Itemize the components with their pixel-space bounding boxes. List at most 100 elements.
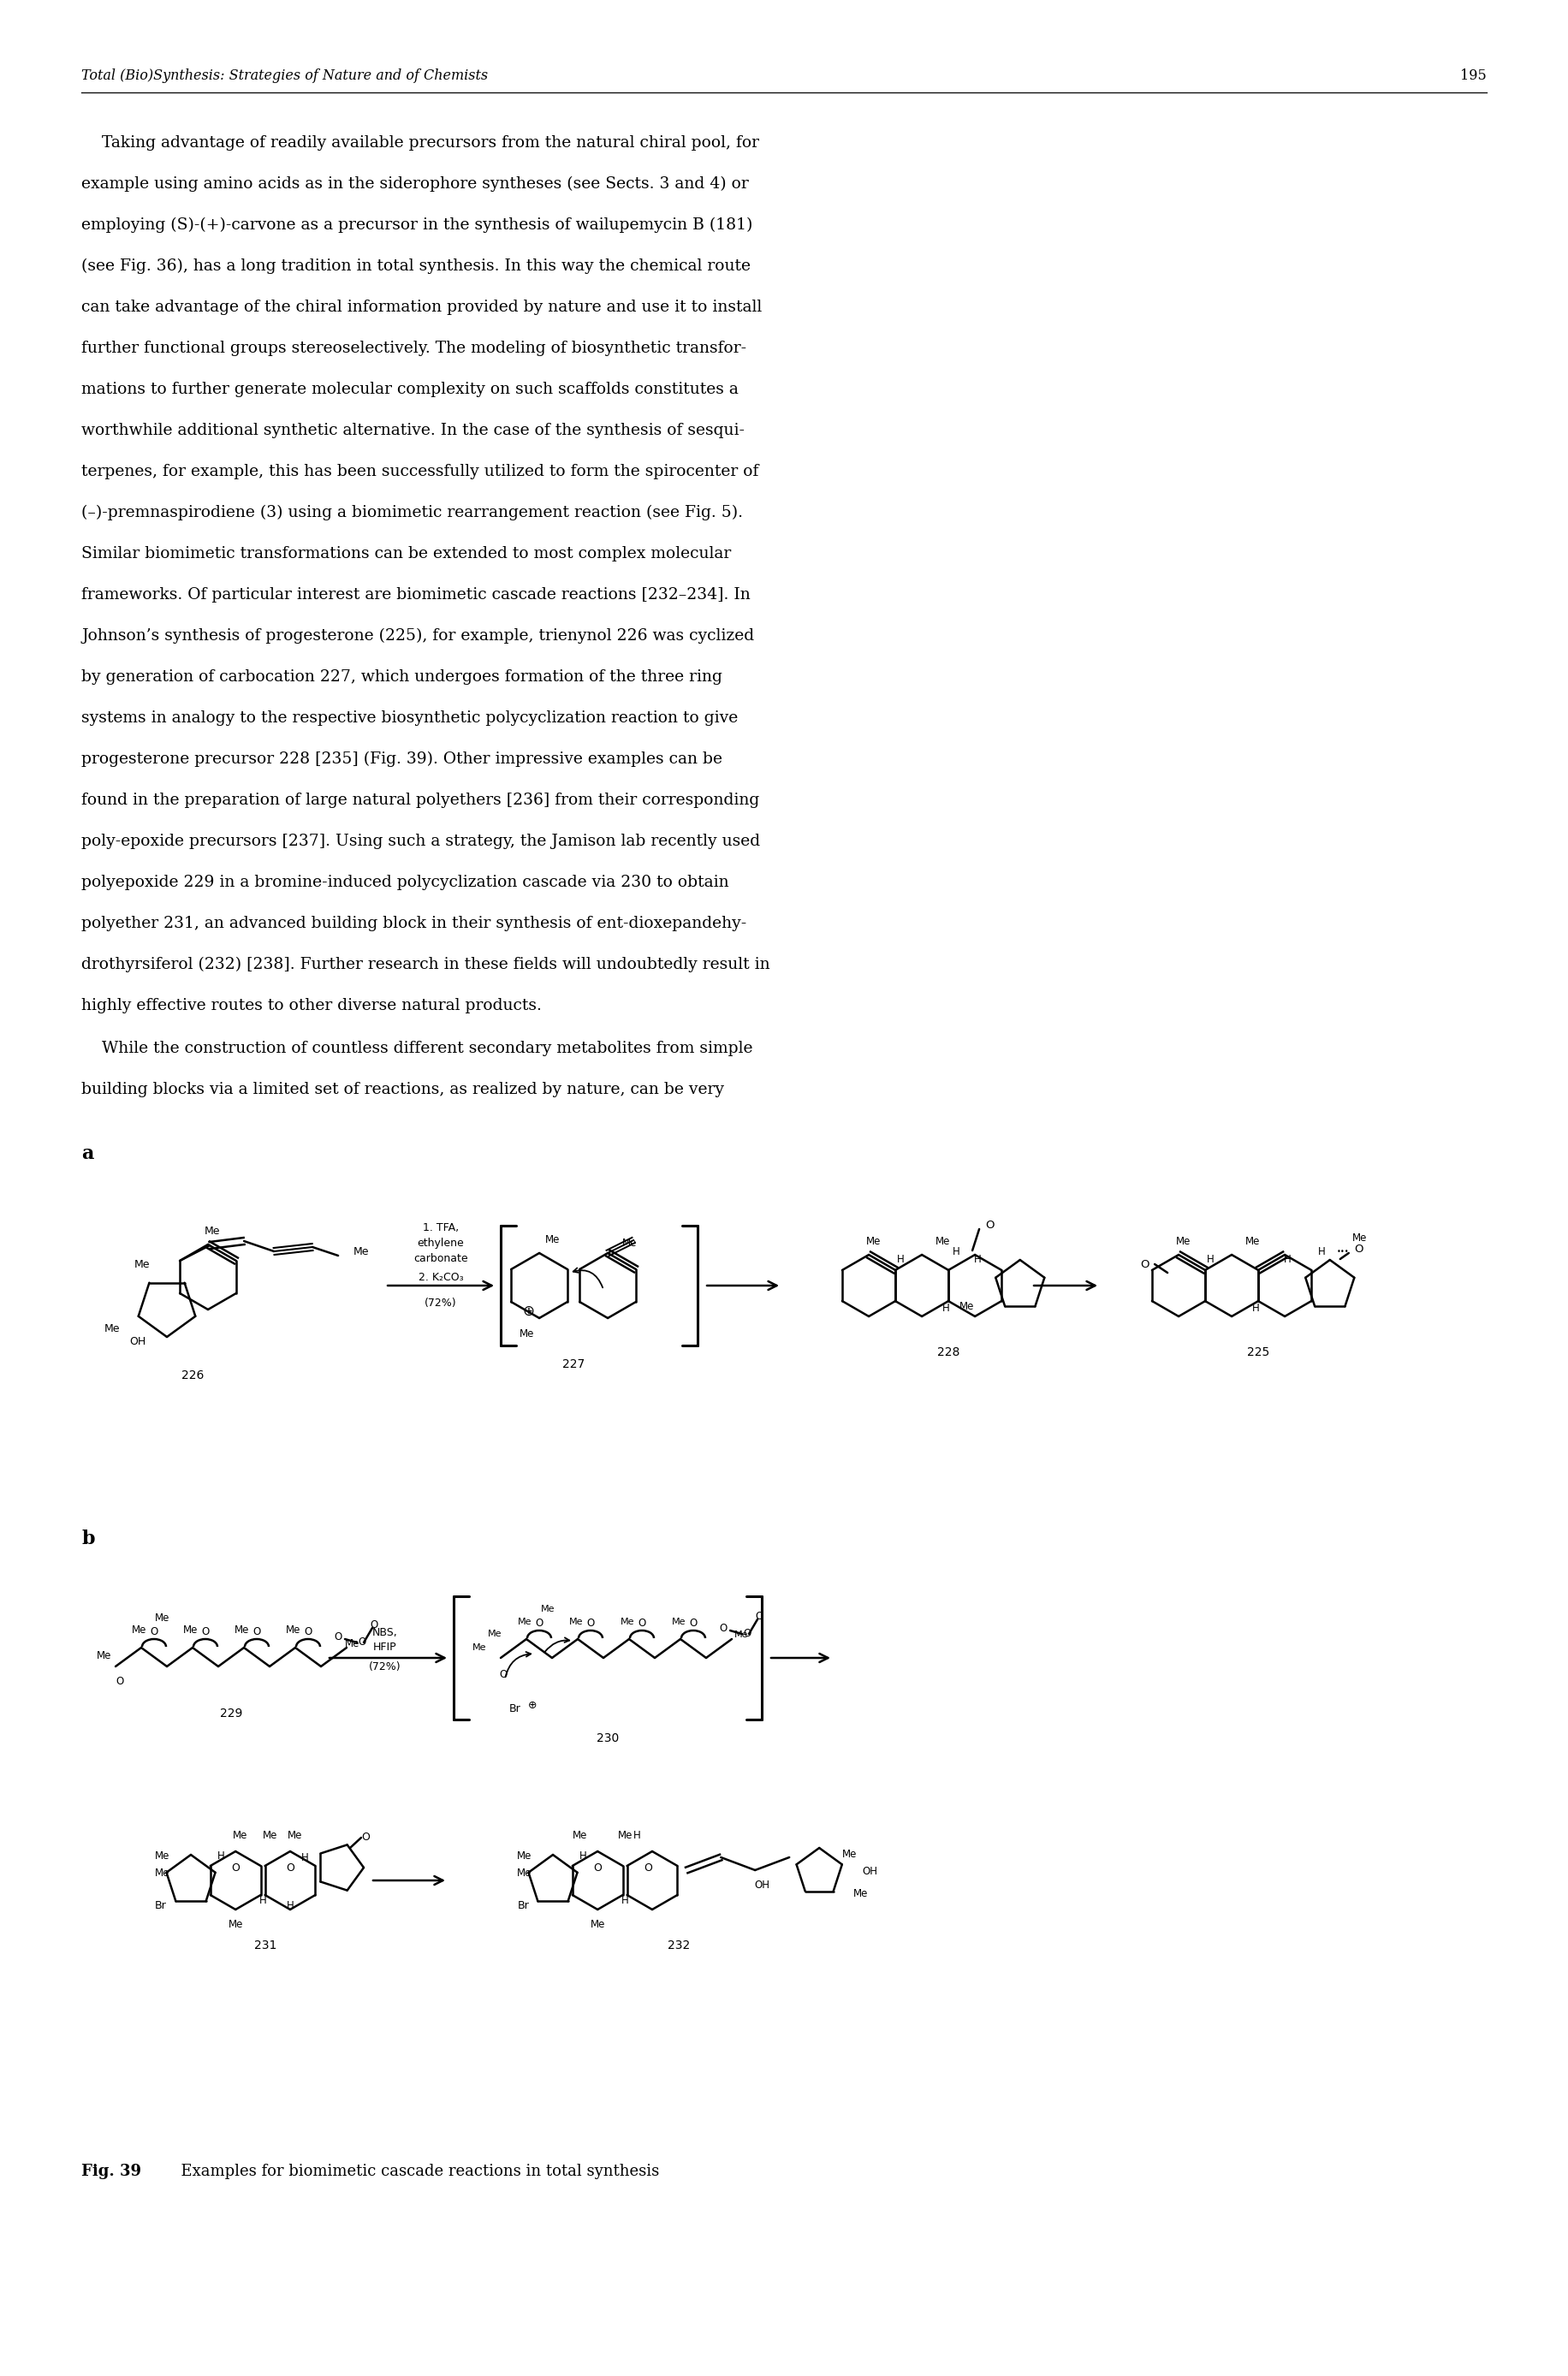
Text: Me: Me bbox=[1245, 1236, 1261, 1247]
Text: Me: Me bbox=[569, 1618, 583, 1625]
Text: Total (Bio)Synthesis: Strategies of Nature and of Chemists: Total (Bio)Synthesis: Strategies of Natu… bbox=[82, 69, 488, 83]
Text: HFIP: HFIP bbox=[373, 1642, 397, 1654]
Text: Me: Me bbox=[516, 1868, 532, 1879]
Text: 227: 227 bbox=[563, 1359, 585, 1371]
Text: Me: Me bbox=[621, 1618, 635, 1625]
Text: 195: 195 bbox=[1460, 69, 1486, 83]
Text: Me: Me bbox=[544, 1233, 560, 1245]
Text: Br: Br bbox=[155, 1901, 166, 1910]
Text: Similar biomimetic transformations can be extended to most complex molecular: Similar biomimetic transformations can b… bbox=[82, 546, 731, 561]
Text: Me: Me bbox=[133, 1259, 151, 1269]
Text: O: O bbox=[586, 1618, 594, 1628]
Text: Me: Me bbox=[103, 1323, 119, 1333]
Text: (72%): (72%) bbox=[368, 1661, 401, 1673]
Text: Examples for biomimetic cascade reactions in total synthesis: Examples for biomimetic cascade reaction… bbox=[171, 2165, 659, 2179]
Text: While the construction of countless different secondary metabolites from simple: While the construction of countless diff… bbox=[82, 1041, 753, 1057]
Text: polyepoxide 229 in a bromine-induced polycyclization cascade via 230 to obtain: polyepoxide 229 in a bromine-induced pol… bbox=[82, 874, 729, 891]
Text: O: O bbox=[201, 1625, 210, 1637]
Text: O: O bbox=[1140, 1259, 1149, 1269]
Text: Me: Me bbox=[287, 1830, 303, 1841]
Text: Me: Me bbox=[853, 1887, 869, 1898]
Text: Me: Me bbox=[572, 1830, 588, 1841]
Text: Me: Me bbox=[472, 1644, 486, 1651]
Text: H: H bbox=[259, 1896, 267, 1906]
Text: O: O bbox=[361, 1832, 370, 1844]
Text: example using amino acids as in the siderophore syntheses (see Sects. 3 and 4) o: example using amino acids as in the side… bbox=[82, 176, 748, 192]
Text: H: H bbox=[301, 1853, 309, 1863]
Text: O: O bbox=[593, 1863, 602, 1872]
Text: Me: Me bbox=[345, 1637, 359, 1649]
Text: Me: Me bbox=[96, 1651, 111, 1661]
Text: Taking advantage of readily available precursors from the natural chiral pool, f: Taking advantage of readily available pr… bbox=[82, 135, 759, 150]
Text: O: O bbox=[232, 1863, 240, 1872]
Text: OH: OH bbox=[129, 1335, 146, 1347]
Text: Johnson’s synthesis of progesterone (225), for example, trienynol 226 was cycliz: Johnson’s synthesis of progesterone (225… bbox=[82, 627, 754, 644]
Text: ⊕: ⊕ bbox=[528, 1701, 536, 1711]
Text: H: H bbox=[1317, 1245, 1325, 1257]
Text: O: O bbox=[720, 1623, 728, 1635]
Text: Me: Me bbox=[517, 1618, 532, 1625]
Text: further functional groups stereoselectively. The modeling of biosynthetic transf: further functional groups stereoselectiv… bbox=[82, 340, 746, 356]
Text: (–)-premnaspirodiene (3) using a biomimetic rearrangement reaction (see Fig. 5).: (–)-premnaspirodiene (3) using a biomime… bbox=[82, 506, 743, 520]
Text: OH: OH bbox=[862, 1865, 878, 1877]
Text: H: H bbox=[942, 1302, 950, 1314]
Text: O: O bbox=[499, 1670, 506, 1680]
Text: Me: Me bbox=[1176, 1236, 1190, 1247]
Text: O: O bbox=[285, 1863, 295, 1872]
Text: O: O bbox=[638, 1618, 646, 1628]
Text: frameworks. Of particular interest are biomimetic cascade reactions [232–234]. I: frameworks. Of particular interest are b… bbox=[82, 587, 751, 604]
Text: building blocks via a limited set of reactions, as realized by nature, can be ve: building blocks via a limited set of rea… bbox=[82, 1081, 724, 1098]
Text: O: O bbox=[370, 1620, 378, 1630]
Text: can take advantage of the chiral information provided by nature and use it to in: can take advantage of the chiral informa… bbox=[82, 299, 762, 316]
Text: H: H bbox=[621, 1896, 629, 1906]
Text: Me: Me bbox=[155, 1868, 169, 1879]
Text: H: H bbox=[974, 1255, 982, 1264]
Text: H: H bbox=[1284, 1255, 1290, 1264]
Text: O: O bbox=[756, 1611, 764, 1623]
Text: 1. TFA,: 1. TFA, bbox=[423, 1221, 459, 1233]
Text: H: H bbox=[287, 1901, 293, 1910]
Text: O: O bbox=[743, 1628, 751, 1639]
Text: Fig. 39: Fig. 39 bbox=[82, 2165, 141, 2179]
Text: NBS,: NBS, bbox=[373, 1628, 398, 1637]
Text: H: H bbox=[1207, 1255, 1214, 1264]
Text: 228: 228 bbox=[938, 1347, 960, 1359]
Text: Br: Br bbox=[517, 1901, 528, 1910]
Text: progesterone precursor 228 [235] (Fig. 39). Other impressive examples can be: progesterone precursor 228 [235] (Fig. 3… bbox=[82, 751, 723, 767]
Text: Me: Me bbox=[204, 1226, 220, 1236]
Text: mations to further generate molecular complexity on such scaffolds constitutes a: mations to further generate molecular co… bbox=[82, 383, 739, 397]
Text: Me: Me bbox=[960, 1300, 974, 1312]
Text: O: O bbox=[1355, 1243, 1364, 1255]
Text: Me: Me bbox=[353, 1245, 370, 1257]
Text: poly-epoxide precursors [237]. Using such a strategy, the Jamison lab recently u: poly-epoxide precursors [237]. Using suc… bbox=[82, 834, 760, 848]
Text: Me: Me bbox=[618, 1830, 632, 1841]
Text: terpenes, for example, this has been successfully utilized to form the spirocent: terpenes, for example, this has been suc… bbox=[82, 463, 759, 480]
Text: Me: Me bbox=[1353, 1233, 1367, 1243]
Text: O: O bbox=[304, 1625, 312, 1637]
Text: Me: Me bbox=[235, 1625, 249, 1637]
Text: Me: Me bbox=[734, 1630, 748, 1639]
Text: ethylene: ethylene bbox=[417, 1238, 464, 1247]
Text: Me: Me bbox=[842, 1849, 856, 1860]
Text: O: O bbox=[535, 1618, 543, 1628]
Text: •••: ••• bbox=[1338, 1247, 1348, 1255]
Text: OH: OH bbox=[754, 1879, 770, 1891]
Text: Me: Me bbox=[936, 1236, 950, 1247]
Text: Me: Me bbox=[227, 1920, 243, 1929]
Text: O: O bbox=[644, 1863, 652, 1872]
Text: Me: Me bbox=[183, 1625, 198, 1637]
Text: H: H bbox=[953, 1245, 960, 1257]
Text: O: O bbox=[252, 1625, 260, 1637]
Text: by generation of carbocation 227, which undergoes formation of the three ring: by generation of carbocation 227, which … bbox=[82, 670, 723, 684]
Text: Me: Me bbox=[285, 1625, 301, 1637]
Text: Me: Me bbox=[488, 1630, 502, 1637]
Text: H: H bbox=[633, 1830, 641, 1841]
Text: drothyrsiferol (232) [238]. Further research in these fields will undoubtedly re: drothyrsiferol (232) [238]. Further rese… bbox=[82, 958, 770, 972]
Text: (see Fig. 36), has a long tradition in total synthesis. In this way the chemical: (see Fig. 36), has a long tradition in t… bbox=[82, 259, 751, 273]
Text: b: b bbox=[82, 1530, 94, 1549]
Text: Me: Me bbox=[516, 1851, 532, 1863]
Text: found in the preparation of large natural polyethers [236] from their correspond: found in the preparation of large natura… bbox=[82, 794, 759, 808]
Text: 225: 225 bbox=[1247, 1347, 1270, 1359]
Text: H: H bbox=[216, 1851, 224, 1860]
Text: O: O bbox=[358, 1637, 365, 1649]
